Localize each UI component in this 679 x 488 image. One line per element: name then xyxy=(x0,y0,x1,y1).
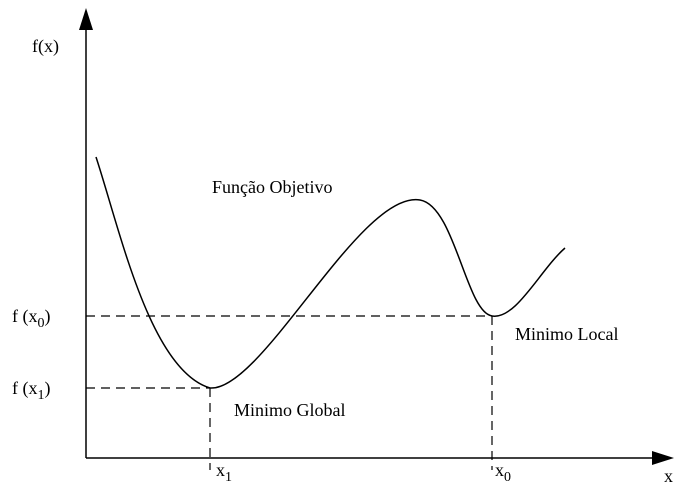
label-text: ) xyxy=(45,378,51,399)
label-text: ) xyxy=(45,306,51,327)
subscript: 1 xyxy=(225,470,232,485)
label-text: x xyxy=(495,460,504,480)
f-x0-label: f (x0) xyxy=(12,306,51,331)
label-text: f (x xyxy=(12,306,38,327)
x-axis-arrow xyxy=(652,451,674,465)
subscript: 0 xyxy=(504,470,511,485)
subscript: 0 xyxy=(38,316,45,331)
y-axis-arrow xyxy=(79,8,93,30)
label-text: x xyxy=(216,460,225,480)
curve-label: Função Objetivo xyxy=(212,177,332,197)
global-min-label: Minimo Global xyxy=(234,400,346,420)
f-x1-label: f (x1) xyxy=(12,378,51,403)
x1-label: x1 xyxy=(216,460,232,485)
local-min-label: Minimo Local xyxy=(515,324,618,344)
objective-curve xyxy=(95,156,566,389)
subscript: 1 xyxy=(38,388,45,403)
x0-label: x0 xyxy=(495,460,511,485)
y-axis-label: f(x) xyxy=(32,36,59,57)
x-axis-label: x xyxy=(664,466,673,486)
label-text: f (x xyxy=(12,378,38,399)
